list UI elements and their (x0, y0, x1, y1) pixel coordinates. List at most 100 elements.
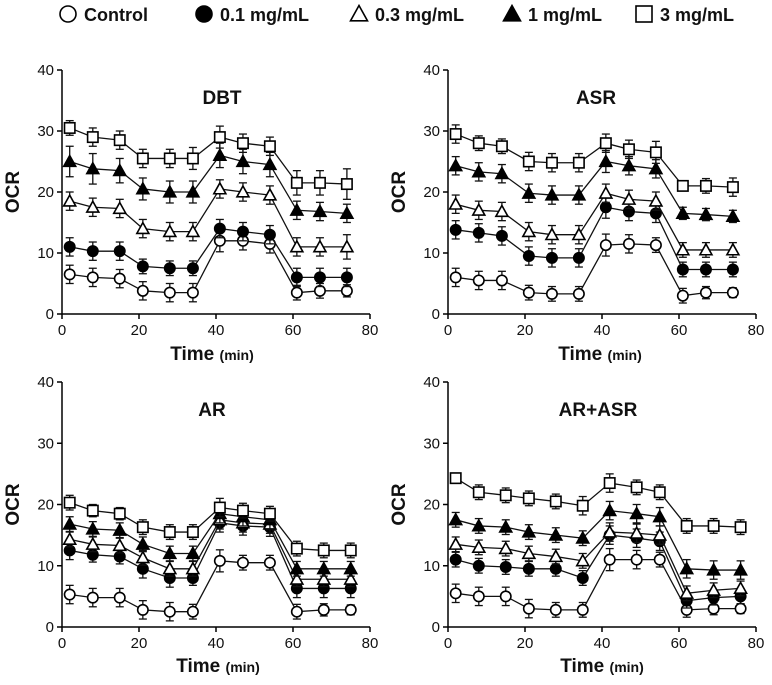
data-point (185, 184, 201, 198)
data-point (545, 287, 558, 300)
legend-label-1-mg-ml: 1 mg/mL (528, 5, 602, 25)
data-point (544, 227, 560, 241)
data-point (163, 605, 176, 618)
data-point (136, 521, 149, 534)
data-point (344, 544, 357, 557)
y-tick-label: 20 (423, 184, 440, 201)
data-point (63, 496, 76, 509)
data-point (498, 519, 514, 533)
data-point (213, 501, 226, 514)
data-point (629, 506, 645, 520)
data-point (549, 562, 562, 575)
data-point (136, 152, 149, 165)
data-point (186, 152, 199, 165)
data-point (499, 560, 512, 573)
y-axis-label: OCR (3, 483, 24, 526)
x-axis-unit: (min) (610, 659, 644, 675)
data-point (499, 489, 512, 502)
data-point (313, 271, 326, 284)
y-tick-label: 10 (423, 558, 440, 575)
data-point (63, 121, 76, 134)
data-point (521, 185, 537, 199)
data-point (113, 272, 126, 285)
data-point (472, 226, 485, 239)
data-point (236, 556, 249, 569)
data-point (648, 161, 664, 175)
x-tick-label: 60 (285, 322, 302, 339)
data-point (675, 242, 691, 256)
data-point (622, 143, 635, 156)
data-point (649, 146, 662, 159)
data-point (343, 561, 359, 575)
data-point (316, 571, 332, 585)
legend-marker-0-1-mg-ml (195, 5, 213, 23)
series-line (69, 188, 347, 248)
data-point (707, 519, 720, 532)
data-point (136, 603, 149, 616)
data-point (575, 530, 591, 544)
data-point (113, 507, 126, 520)
data-point (162, 224, 178, 238)
data-point (548, 527, 564, 541)
x-axis-label: Time (min) (560, 656, 644, 677)
data-point (343, 571, 359, 585)
data-point (630, 481, 643, 494)
y-tick-label: 30 (37, 123, 54, 140)
data-point (263, 556, 276, 569)
x-tick-label: 0 (444, 322, 452, 339)
x-axis-unit: (min) (226, 659, 260, 675)
data-point (472, 137, 485, 150)
series-line (455, 509, 741, 571)
x-tick-label: 20 (131, 635, 148, 652)
data-point (62, 193, 78, 207)
data-point (599, 201, 612, 214)
data-point (63, 240, 76, 253)
data-point (112, 163, 128, 177)
data-point (449, 271, 462, 284)
series-0-3-mg-ml (62, 179, 355, 260)
data-point (236, 504, 249, 517)
legend-label-control: Control (84, 5, 148, 25)
legend-label-0-1-mg-ml: 0.1 mg/mL (220, 5, 309, 25)
data-point (598, 185, 614, 199)
data-point (185, 545, 201, 560)
y-tick-label: 0 (432, 619, 440, 636)
data-point (734, 521, 747, 534)
data-point (85, 521, 101, 535)
series-line (69, 240, 347, 294)
data-point (448, 512, 464, 526)
data-point (449, 553, 462, 566)
data-point (725, 242, 741, 256)
data-point (621, 158, 637, 172)
data-point (112, 537, 128, 552)
data-point (236, 225, 249, 238)
data-point (571, 187, 587, 201)
data-point (630, 553, 643, 566)
data-point (262, 187, 278, 201)
data-point (495, 274, 508, 287)
data-point (86, 591, 99, 604)
legend-item-control: Control (59, 5, 148, 25)
data-point (471, 164, 487, 178)
data-point (185, 561, 201, 575)
y-tick-label: 10 (37, 245, 54, 262)
data-point (726, 181, 739, 194)
data-point (185, 224, 201, 238)
data-point (653, 553, 666, 566)
data-point (448, 158, 464, 172)
x-tick-label: 40 (594, 322, 611, 339)
data-point (471, 539, 487, 553)
data-point (629, 525, 645, 539)
y-tick-label: 40 (423, 62, 440, 79)
data-point (726, 286, 739, 299)
data-point (548, 548, 564, 563)
data-point (499, 590, 512, 603)
data-point (163, 286, 176, 299)
y-tick-label: 30 (423, 123, 440, 140)
data-point (213, 554, 226, 567)
data-point (676, 263, 689, 276)
series-control (449, 547, 747, 619)
panel-ar-asr: 0 10 20 30 40 0 20 40 60 80 AR+ASR OCR Time (min) (389, 374, 764, 677)
series-control (449, 233, 739, 304)
y-tick-label: 40 (37, 62, 54, 79)
